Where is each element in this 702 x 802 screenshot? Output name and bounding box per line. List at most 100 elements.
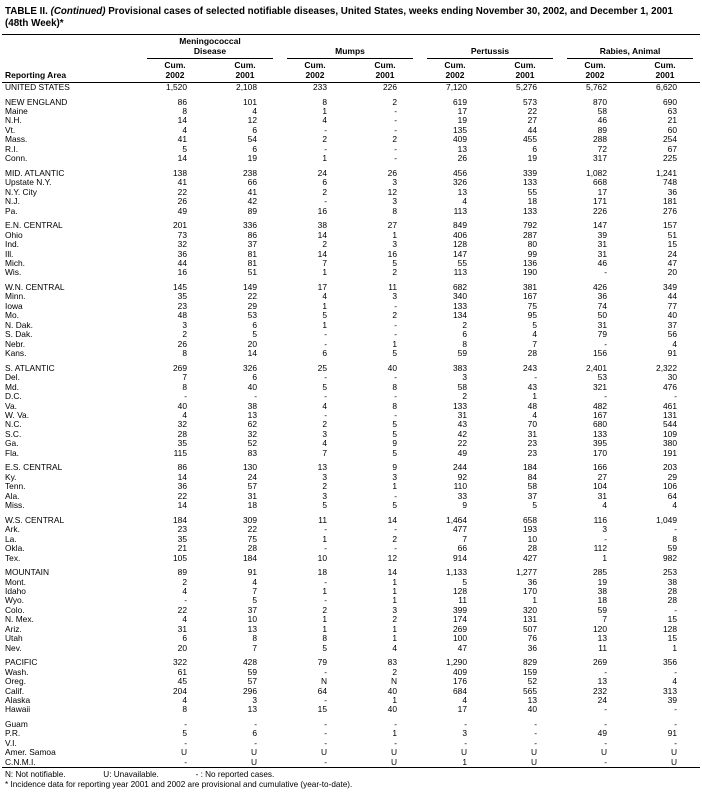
value-cell: 36	[597, 292, 607, 302]
table-row: Ga. 35 52 4 9 22 23 395 380	[2, 439, 700, 448]
value-cell: 29	[667, 472, 677, 482]
value-cell: 28	[667, 596, 677, 606]
reporting-area-cell: Ariz.	[5, 624, 22, 634]
value-cell: 86	[177, 97, 187, 107]
value-cell: 100	[453, 634, 467, 644]
table-row: Utah 6 8 8 1 100 76 13 15	[2, 634, 700, 643]
value-cell: 1	[672, 643, 677, 653]
value-cell: 682	[453, 282, 467, 292]
table-row: Minn. 35 22 4 3 340 167 36 44	[2, 292, 700, 301]
value-cell: 59	[667, 544, 677, 554]
value-cell: 22	[247, 525, 257, 535]
value-cell: 7	[322, 448, 327, 458]
value-cell: 395	[593, 439, 607, 449]
value-cell: 28	[247, 544, 257, 554]
value-cell: 31	[527, 429, 537, 439]
value-cell: 52	[247, 439, 257, 449]
value-cell: -	[464, 720, 467, 730]
table-row: Tex. 105 184 10 12 914 427 1 982	[2, 554, 700, 563]
value-cell: 4	[672, 677, 677, 687]
value-cell: 1	[322, 301, 327, 311]
value-cell: 226	[383, 82, 397, 92]
reporting-area-cell: Oreg.	[5, 677, 26, 687]
reporting-area-cell: Amer. Samoa	[5, 748, 56, 758]
value-cell: -	[184, 392, 187, 402]
value-cell: 6	[252, 320, 257, 330]
value-cell: 66	[457, 544, 467, 554]
value-cell: 44	[177, 258, 187, 268]
value-cell: 381	[523, 282, 537, 292]
value-cell: 26	[177, 197, 187, 207]
reporting-area-cell: Nebr.	[5, 339, 26, 349]
value-cell: 1	[392, 624, 397, 634]
value-cell: 32	[177, 420, 187, 430]
table-body: UNITED STATES 1,520 2,108 233 226 7,120 5,276 5…	[2, 83, 700, 768]
reporting-area-cell: Okla.	[5, 544, 25, 554]
value-cell: 27	[387, 221, 397, 231]
value-cell: 7	[532, 339, 537, 349]
value-cell: 792	[523, 221, 537, 231]
value-cell: 6	[462, 330, 467, 340]
value-cell: 120	[593, 624, 607, 634]
value-cell: 20	[177, 643, 187, 653]
value-cell: 1	[392, 634, 397, 644]
value-cell: 133	[453, 401, 467, 411]
table-row: Ala. 22 31 3 - 33 37 31 64	[2, 492, 700, 501]
value-cell: 64	[317, 686, 327, 696]
value-cell: 35	[177, 292, 187, 302]
value-cell: -	[184, 720, 187, 730]
value-cell: 157	[663, 221, 677, 231]
value-cell: 70	[527, 420, 537, 430]
value-cell: 13	[247, 624, 257, 634]
table-caption: Provisional cases of selected notifiable…	[5, 6, 673, 29]
value-cell: 507	[523, 624, 537, 634]
value-cell: 4	[532, 330, 537, 340]
value-cell: 18	[247, 501, 257, 511]
value-cell: 29	[247, 301, 257, 311]
table-row: La. 35 75 1 2 7 10 - 8	[2, 535, 700, 544]
value-cell: 45	[177, 677, 187, 687]
value-cell: 232	[593, 686, 607, 696]
table-row: Conn. 14 19 1 - 26 19 317 225	[2, 154, 700, 163]
value-cell: 47	[457, 643, 467, 653]
value-cell: 4	[182, 125, 187, 135]
table-row: MOUNTAIN 89 91 18 14 1,133 1,277 285 253	[2, 568, 700, 577]
value-cell: 914	[453, 553, 467, 563]
value-cell: 12	[247, 116, 257, 126]
value-cell: 13	[597, 634, 607, 644]
value-cell: 2	[182, 577, 187, 587]
value-cell: 2	[182, 330, 187, 340]
value-cell: 51	[247, 268, 257, 278]
value-cell: -	[324, 577, 327, 587]
value-cell: 3	[392, 472, 397, 482]
value-cell: 22	[457, 439, 467, 449]
table-row: Fla. 115 83 7 5 49 23 170 191	[2, 449, 700, 458]
reporting-area-cell: E.N. CENTRAL	[5, 221, 63, 231]
value-cell: 42	[247, 197, 257, 207]
value-cell: 14	[177, 116, 187, 126]
value-cell: 14	[387, 568, 397, 578]
reporting-area-cell: Upstate N.Y.	[5, 178, 52, 188]
value-cell: -	[324, 330, 327, 340]
value-cell: 22	[177, 187, 187, 197]
table-number: TABLE II.	[5, 6, 48, 17]
column-header-cum-2001: Cum. 2001	[490, 59, 560, 83]
reporting-area-cell: Hawaii	[5, 705, 31, 715]
value-cell: 59	[457, 349, 467, 359]
value-cell: 184	[173, 515, 187, 525]
table-row: E.N. CENTRAL 201 336 38 27 849 792 147 157	[2, 221, 700, 230]
value-cell: -	[534, 738, 537, 748]
reporting-area-cell: Guam	[5, 720, 28, 730]
value-cell: 1	[392, 696, 397, 706]
value-cell: 38	[667, 577, 677, 587]
value-cell: 55	[457, 258, 467, 268]
value-cell: 19	[457, 116, 467, 126]
table-row: P.R. 5 6 - 1 3 - 49 91	[2, 729, 700, 738]
value-cell: -	[604, 339, 607, 349]
reporting-area-cell: PACIFIC	[5, 658, 38, 668]
reporting-area-cell: N. Mex.	[5, 615, 34, 625]
value-cell: U	[320, 748, 327, 758]
value-cell: 2	[322, 482, 327, 492]
value-cell: 15	[317, 705, 327, 715]
value-cell: 133	[523, 178, 537, 188]
